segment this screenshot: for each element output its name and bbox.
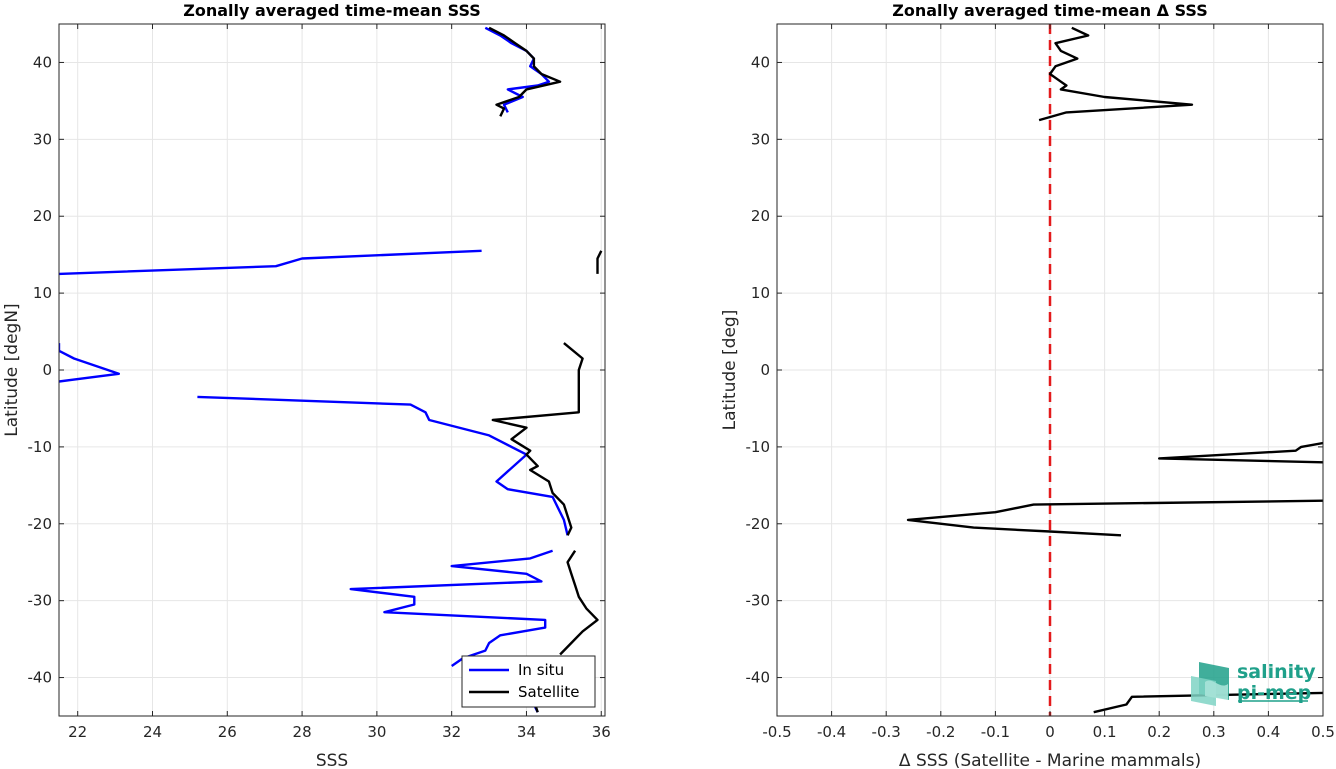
panel-sss: 22 24 26 28 30 32 34 36 -40 -30 -20 -10 0 10 20 30 40 Zon… [2,1,611,769]
x-tick-label: -0.5 [762,723,791,741]
y-tick-label: -40 [746,669,771,687]
y-tick-label: 40 [751,53,770,71]
y-tick-label: 0 [760,361,770,379]
x-tick-label: 28 [293,723,312,741]
y-tick-label: 30 [751,130,770,148]
x-tick-label: 24 [143,723,162,741]
series-line-delta [906,499,1323,537]
x-tick-label: 0.3 [1202,723,1226,741]
y-tick-label: -40 [28,669,53,687]
chart-title: Zonally averaged time-mean SSS [183,1,481,20]
x-tick-label: 0.2 [1147,723,1171,741]
y-tick-label: -20 [746,515,771,533]
x-tick-label: -0.4 [817,723,846,741]
y-tick-label: -30 [28,592,53,610]
logo-text-pimep: pi-mep [1237,682,1311,704]
data-layer [59,26,603,713]
x-axis-label: Δ SSS (Satellite - Marine mammals) [899,751,1201,769]
y-tick-label: 20 [33,207,52,225]
x-axis-label: SSS [316,751,348,769]
panel-delta: -0.5 -0.4 -0.3 -0.2 -0.1 0 0.1 0.2 0.3 0.4 0.5 -40 -… [720,1,1335,769]
legend-entry-label: In situ [518,661,564,679]
y-tick-label: 40 [33,53,52,71]
x-tick-label: 34 [517,723,536,741]
legend-entry-label: Satellite [518,683,579,701]
y-axis-label: Latitude [deg] [720,310,740,431]
legend-box [461,655,596,708]
x-tick-label: 26 [218,723,237,741]
x-tick-label: 36 [592,723,611,741]
logo-mark-shape [1205,680,1228,700]
x-tick-label: 32 [442,723,461,741]
x-tick-label: 30 [367,723,386,741]
x-tick-label: -0.3 [872,723,901,741]
series-line-satellite [596,250,603,274]
x-tick-label: 0.1 [1093,723,1117,741]
chart-title: Zonally averaged time-mean Δ SSS [892,1,1208,20]
series-line-satellite [491,342,584,536]
legend: In situ Satellite [461,655,596,708]
logo-text-salinity: salinity [1237,661,1316,683]
x-tick-label: 0.5 [1311,723,1335,741]
series-line-in-situ [59,343,121,383]
x-tick-label: 22 [68,723,87,741]
series-line-delta [1038,26,1194,122]
y-tick-label: -10 [28,438,53,456]
y-tick-label: 10 [751,284,770,302]
x-tick-label: 0.4 [1256,723,1280,741]
y-tick-label: -20 [28,515,53,533]
series-line-in-situ [349,549,553,667]
series-line-in-situ [59,249,482,276]
x-tick-label: -0.2 [926,723,955,741]
y-axis-label: Latitude [degN] [2,303,22,436]
series-line-satellite [488,26,562,117]
y-tick-label: -10 [746,438,771,456]
y-tick-label: -30 [746,592,771,610]
y-tick-label: 20 [751,207,770,225]
series-line-satellite [559,550,599,656]
y-tick-label: 0 [42,361,52,379]
y-tick-label: 30 [33,130,52,148]
y-tick-label: 10 [33,284,52,302]
x-tick-label: -0.1 [981,723,1010,741]
data-layer [906,24,1323,716]
series-line-delta [1157,441,1323,464]
x-tick-label: 0 [1045,723,1055,741]
